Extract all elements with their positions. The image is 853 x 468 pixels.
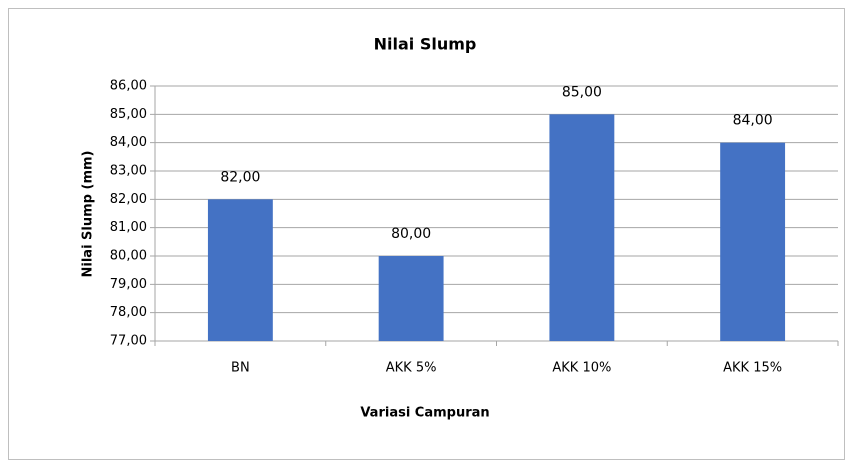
y-tick-label: 86,00 — [110, 79, 147, 94]
y-tick-label: 78,00 — [110, 305, 147, 320]
y-tick-label: 84,00 — [110, 135, 147, 150]
y-tick-label: 85,00 — [110, 107, 147, 122]
y-tick-label: 81,00 — [110, 220, 147, 235]
y-tick-label: 79,00 — [110, 277, 147, 292]
y-axis-title: Nilai Slump (mm) — [81, 151, 96, 278]
chart-title: Nilai Slump — [374, 35, 477, 54]
bar — [720, 142, 786, 341]
y-tick-label: 80,00 — [110, 249, 147, 264]
x-tick-label: AKK 15% — [723, 361, 782, 376]
y-tick-label: 82,00 — [110, 192, 147, 207]
chart-border — [8, 8, 845, 460]
bar — [207, 199, 273, 341]
data-label: 82,00 — [220, 169, 260, 185]
data-label: 80,00 — [391, 226, 431, 242]
x-tick-label: AKK 5% — [386, 361, 437, 376]
x-tick-label: BN — [231, 361, 250, 376]
x-tick-label: AKK 10% — [552, 361, 611, 376]
data-label: 84,00 — [733, 113, 773, 129]
data-label: 85,00 — [562, 84, 602, 100]
y-tick-label: 83,00 — [110, 164, 147, 179]
y-tick-label: 77,00 — [110, 334, 147, 349]
x-axis-title: Variasi Campuran — [360, 406, 489, 421]
bar — [378, 256, 444, 341]
bar — [549, 114, 615, 341]
